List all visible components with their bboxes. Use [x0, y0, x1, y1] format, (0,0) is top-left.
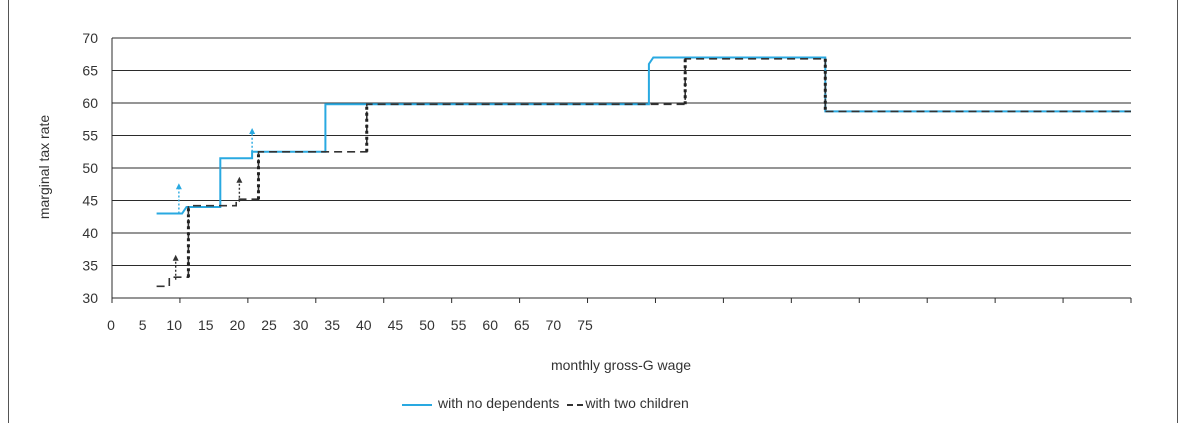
y-tick-label: 60: [82, 95, 98, 111]
x-tick-label: 0: [107, 317, 115, 333]
x-tick-label: 25: [261, 317, 277, 333]
legend-item-no-dependents: with no dependents: [402, 395, 559, 411]
chart-frame: [8, 0, 1178, 423]
x-tick-label: 40: [356, 317, 372, 333]
legend-swatch-blue: [402, 403, 432, 406]
y-tick-labels: 30 35 40 45 50 55 60 65 70: [82, 30, 98, 306]
legend-item-two-children: with two children: [563, 395, 689, 411]
x-tick-label: 50: [419, 317, 435, 333]
y-tick-label: 65: [82, 63, 98, 79]
arrow-head: [236, 176, 243, 183]
arrow-markers: [172, 128, 256, 280]
x-tick-label: 45: [388, 317, 404, 333]
x-tick-label: 15: [198, 317, 214, 333]
x-tick-label: 75: [577, 317, 593, 333]
x-tick-label: 30: [293, 317, 309, 333]
y-tick-label: 45: [82, 193, 98, 209]
x-tick-label: 70: [546, 317, 562, 333]
y-tick-label: 70: [82, 30, 98, 46]
x-tick-label: 20: [230, 317, 246, 333]
x-tick-label: 60: [482, 317, 498, 333]
y-tick-label: 30: [82, 290, 98, 306]
y-tick-label: 50: [82, 160, 98, 176]
x-tick-label: 35: [324, 317, 340, 333]
x-axis-label: monthly gross-G wage: [550, 357, 692, 373]
series-lines: [156, 56, 1131, 288]
x-tick-label: 10: [166, 317, 182, 333]
y-tick-label: 40: [82, 225, 98, 241]
arrow-head: [175, 183, 182, 190]
y-tick-label: 55: [82, 128, 98, 144]
y-tick-label: 35: [82, 258, 98, 274]
x-tick-label: 5: [139, 317, 147, 333]
series-line-two-children: [156, 57, 1131, 288]
x-tick-label: 55: [451, 317, 467, 333]
arrow-head: [172, 254, 179, 261]
x-tick-labels: 0 5 10 15 20 25 30 35 40 45 50 55 60 65 70 75: [107, 317, 593, 333]
arrow-head: [249, 128, 256, 134]
legend-swatch-black: [567, 403, 584, 406]
legend: with no dependents with two children: [402, 394, 689, 412]
grid-lines: [112, 37, 1131, 266]
axes: [111, 38, 1132, 303]
x-tick-label: 65: [514, 317, 530, 333]
